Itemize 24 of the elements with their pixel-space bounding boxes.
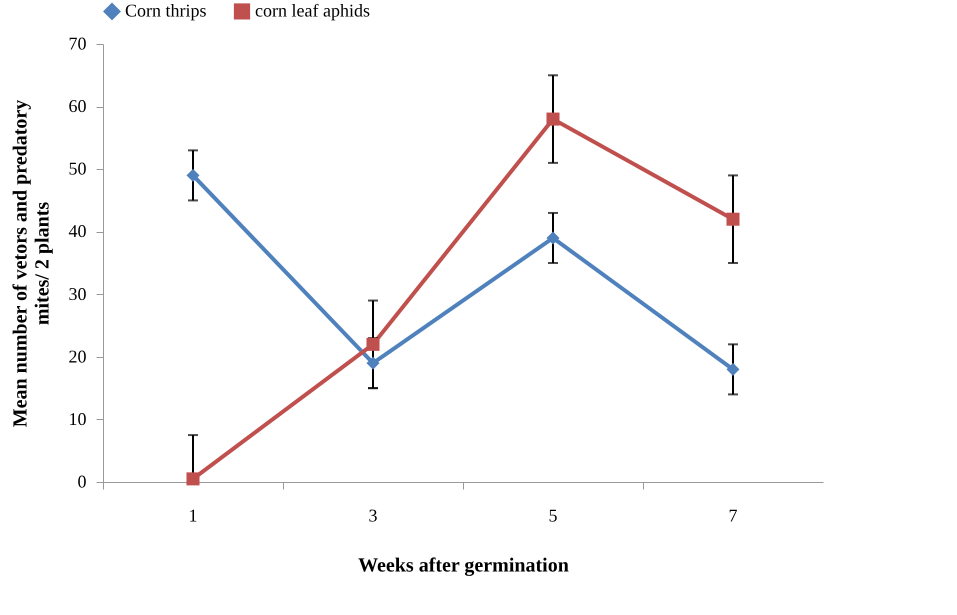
x-tick-label: 5: [548, 506, 558, 526]
y-tick-label: 40: [68, 221, 86, 242]
legend-label: corn leaf aphids: [255, 0, 370, 20]
y-tick-label: 0: [78, 472, 86, 492]
x-tick-label: 1: [188, 506, 198, 526]
y-tick-label: 20: [68, 346, 86, 366]
y-tick-label: 50: [68, 158, 86, 179]
point: [726, 362, 740, 376]
y-tick-label: 60: [68, 96, 86, 116]
point: [546, 112, 560, 126]
point: [366, 356, 380, 370]
point: [186, 472, 200, 486]
x-tick-label: 7: [728, 506, 738, 526]
y-axis-title: Mean number of vetors and predatory mites/ 2 plants: [10, 100, 54, 428]
x-axis-title: Weeks after germination: [358, 554, 569, 576]
point: [186, 168, 200, 182]
y-tick-label: 10: [68, 408, 86, 429]
point: [726, 212, 740, 226]
x-tick-label: 3: [368, 506, 378, 526]
y-tick-label: 30: [68, 284, 86, 304]
legend-label: Corn thrips: [125, 0, 207, 20]
y-tick-label: 70: [68, 34, 86, 54]
point: [366, 338, 380, 351]
point: [546, 231, 560, 244]
